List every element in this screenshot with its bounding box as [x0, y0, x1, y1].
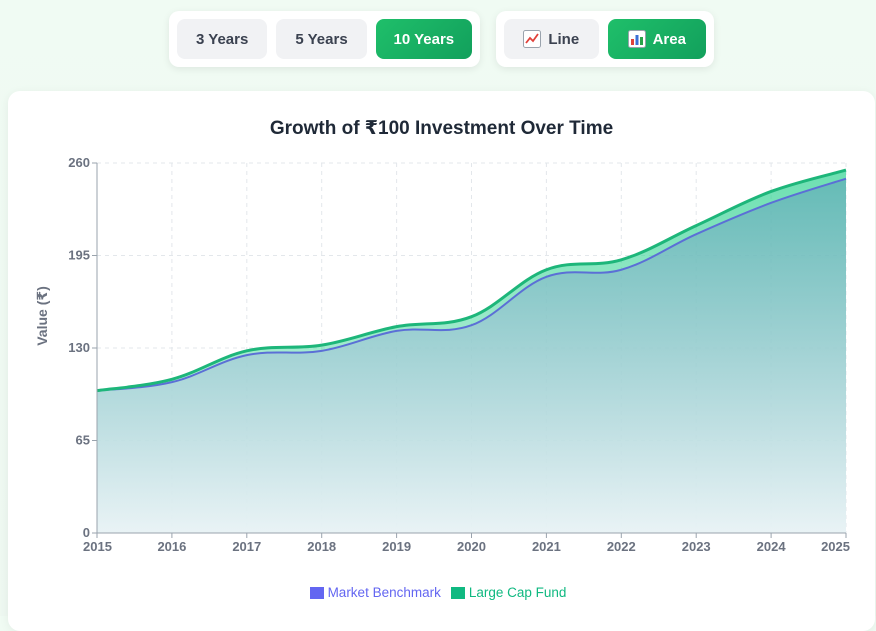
- bar-chart-icon: [627, 30, 646, 48]
- x-tick-label: 2020: [457, 539, 486, 554]
- legend-swatch-fund: [450, 586, 465, 599]
- x-tick-label: 2019: [382, 539, 411, 554]
- x-tick-label: 2024: [757, 539, 787, 554]
- period-5-years-button[interactable]: 5 Years: [276, 19, 367, 59]
- x-tick-label: 2017: [232, 539, 261, 554]
- x-tick-label: 2016: [157, 539, 186, 554]
- x-tick-label: 2018: [307, 539, 336, 554]
- area-chart-button[interactable]: Area: [607, 19, 706, 59]
- chart-type-selector: Line Area: [496, 11, 714, 67]
- chart-legend: Market Benchmark Large Cap Fund: [0, 585, 876, 600]
- x-tick-label: 2022: [607, 539, 636, 554]
- period-3-years-button[interactable]: 3 Years: [177, 19, 268, 59]
- line-chart-button[interactable]: Line: [504, 19, 599, 59]
- x-tick-label: 2021: [532, 539, 561, 554]
- x-tick-label: 2015: [83, 539, 112, 554]
- line-benchmark: [96, 177, 847, 392]
- chart-title: Growth of ₹100 Investment Over Time: [269, 118, 614, 139]
- series-lines: [96, 168, 847, 393]
- area-chart-button-label: Area: [652, 30, 686, 48]
- period-10-years-button[interactable]: 10 Years: [375, 19, 472, 59]
- legend-label-benchmark: Market Benchmark: [327, 585, 441, 600]
- y-tick-label: 65: [76, 433, 90, 448]
- y-tick-label: 260: [68, 155, 90, 170]
- line-fund: [96, 168, 847, 393]
- legend-swatch-benchmark: [309, 586, 324, 599]
- series-areas: [97, 170, 846, 533]
- y-axis-label: Value (₹): [34, 286, 50, 346]
- legend-item-fund[interactable]: Large Cap Fund: [450, 585, 567, 600]
- axes: 0 65 130 195 260 2015 2016 2017 2018 2019 2020 2021…: [68, 155, 850, 554]
- y-tick-label: 195: [68, 248, 90, 263]
- line-chart-button-label: Line: [548, 30, 580, 48]
- y-tick-label: 130: [68, 340, 90, 355]
- y-tick-label: 0: [83, 525, 90, 540]
- area-benchmark: [97, 178, 846, 533]
- legend-item-benchmark[interactable]: Market Benchmark: [309, 585, 441, 600]
- x-tick-label: 2023: [682, 539, 711, 554]
- growth-chart: 0 65 130 195 260 2015 2016 2017 2018 2019 2020 2021…: [34, 155, 850, 554]
- line-chart-icon: [523, 30, 542, 48]
- x-tick-label: 2025: [821, 539, 850, 554]
- period-selector: 3 Years 5 Years 10 Years: [169, 11, 480, 67]
- legend-label-fund: Large Cap Fund: [468, 585, 567, 600]
